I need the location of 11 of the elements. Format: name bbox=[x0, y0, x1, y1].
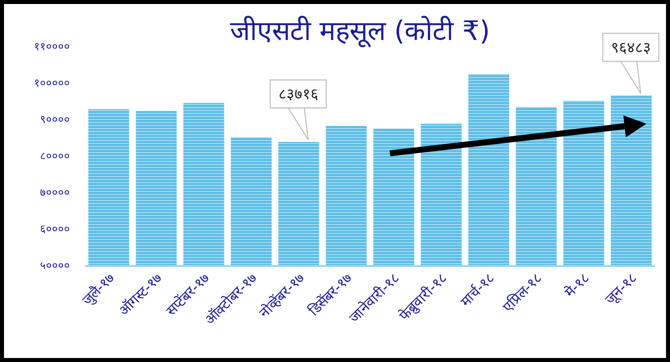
y-tick-label: ६०००० bbox=[40, 222, 70, 236]
annotation: ९६४८३ bbox=[610, 38, 651, 56]
annotation: ८३७१६ bbox=[278, 84, 318, 103]
chart-title: जीएसटी महसूल (कोटी ₹) bbox=[230, 15, 490, 48]
y-tick-label: ११०००० bbox=[34, 40, 70, 53]
y-tick-label: १००००० bbox=[34, 76, 70, 90]
y-tick-label: ९०००० bbox=[40, 113, 70, 126]
y-tick-label: ८०००० bbox=[40, 150, 70, 162]
y-tick-label: ५०००० bbox=[40, 259, 70, 272]
x-tick-label: मे-१८ bbox=[561, 270, 593, 301]
y-tick-label: ७०००० bbox=[40, 186, 70, 199]
